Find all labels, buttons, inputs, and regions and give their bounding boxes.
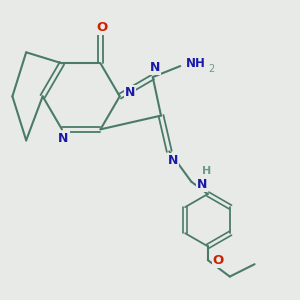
Text: NH: NH	[185, 57, 205, 70]
Text: O: O	[96, 21, 107, 34]
Text: H: H	[202, 166, 211, 176]
Text: N: N	[197, 178, 208, 191]
Text: 2: 2	[208, 64, 214, 74]
Text: N: N	[58, 133, 68, 146]
Text: N: N	[125, 86, 135, 99]
Text: O: O	[213, 254, 224, 267]
Text: N: N	[167, 154, 178, 167]
Text: N: N	[150, 61, 160, 74]
